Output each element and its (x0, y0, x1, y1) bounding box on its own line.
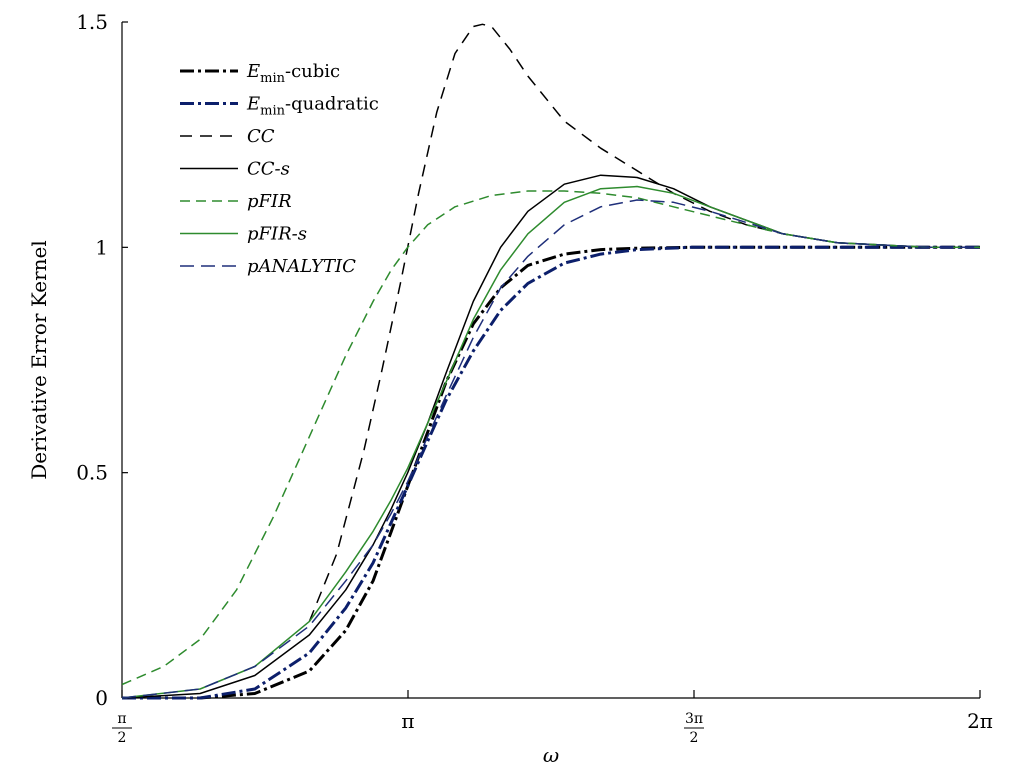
series-line-panalytic (121, 199, 980, 699)
x-tick-fraction-label: π2 (112, 711, 132, 746)
series-line-pfir-s (121, 185, 980, 699)
legend-label: pFIR (247, 191, 292, 212)
legend-label: Emin-cubic (246, 61, 340, 86)
legend-item: Emin-quadratic (180, 94, 379, 119)
x-tick-denominator: 2 (690, 730, 699, 746)
y-axis-label: Derivative Error Kernel (27, 240, 51, 480)
legend-item: pFIR (180, 191, 292, 212)
legend-item: CC (180, 126, 275, 147)
x-tick-label: π (401, 709, 414, 733)
series-line-emin-quadratic (122, 245, 980, 700)
series-line-cc-s (121, 174, 980, 699)
x-tick-numerator: 3π (685, 711, 703, 727)
legend-item: pANALYTIC (180, 256, 356, 277)
legend-label: Emin-quadratic (246, 94, 379, 119)
x-tick-numerator: π (117, 711, 126, 727)
legend: Emin-cubic Emin-quadratic CC CC-s pFIR pFIR-s… (180, 61, 379, 277)
y-tick-label: 1.5 (76, 10, 108, 34)
legend-label: CC-s (247, 159, 290, 180)
legend-item: CC-s (180, 159, 290, 180)
y-tick-label: 1 (95, 235, 108, 259)
legend-label: CC (247, 126, 275, 147)
y-tick-label: 0 (95, 686, 108, 710)
series-layer (121, 23, 980, 700)
y-tick-label: 0.5 (76, 461, 108, 485)
x-tick-label: 2π (967, 709, 993, 733)
legend-item: Emin-cubic (180, 61, 340, 86)
series-line-cc (308, 23, 980, 622)
series-line-emin-cubic (122, 245, 980, 700)
legend-item: pFIR-s (180, 224, 307, 245)
x-tick-denominator: 2 (118, 730, 127, 746)
legend-label: pANALYTIC (247, 256, 356, 277)
x-axis-label: ω (543, 743, 559, 767)
series-line-pfir (121, 190, 980, 686)
legend-label: pFIR-s (247, 224, 307, 245)
x-tick-fraction-label: 3π2 (684, 711, 704, 746)
